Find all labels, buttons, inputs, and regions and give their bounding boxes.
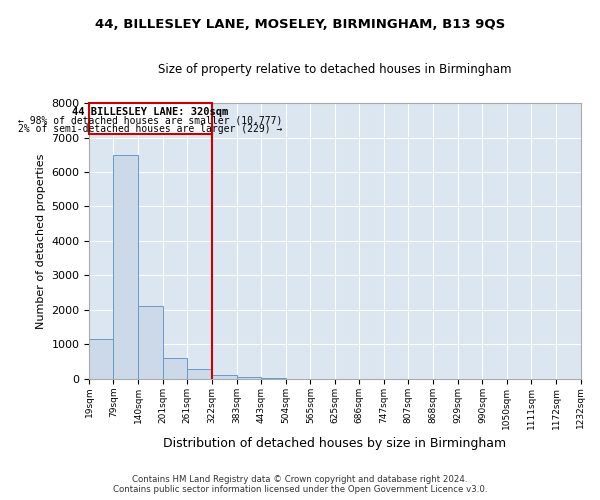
Bar [89,103,212,134]
Text: Contains public sector information licensed under the Open Government Licence v3: Contains public sector information licen… [113,485,487,494]
Text: 44, BILLESLEY LANE, MOSELEY, BIRMINGHAM, B13 9QS: 44, BILLESLEY LANE, MOSELEY, BIRMINGHAM,… [95,18,505,30]
Title: Size of property relative to detached houses in Birmingham: Size of property relative to detached ho… [158,62,512,76]
Bar [187,368,212,379]
Text: 44 BILLESLEY LANE: 320sqm: 44 BILLESLEY LANE: 320sqm [73,106,229,117]
Bar [113,155,138,379]
Bar [212,376,236,379]
Bar [236,377,261,379]
Text: Contains HM Land Registry data © Crown copyright and database right 2024.: Contains HM Land Registry data © Crown c… [132,475,468,484]
Y-axis label: Number of detached properties: Number of detached properties [36,154,46,328]
X-axis label: Distribution of detached houses by size in Birmingham: Distribution of detached houses by size … [163,437,506,450]
Text: 2% of semi-detached houses are larger (229) →: 2% of semi-detached houses are larger (2… [18,124,283,134]
Bar [163,358,187,379]
Bar [138,306,163,379]
Bar [261,378,286,379]
Bar [89,339,113,379]
Text: ← 98% of detached houses are smaller (10,777): ← 98% of detached houses are smaller (10… [18,116,283,126]
